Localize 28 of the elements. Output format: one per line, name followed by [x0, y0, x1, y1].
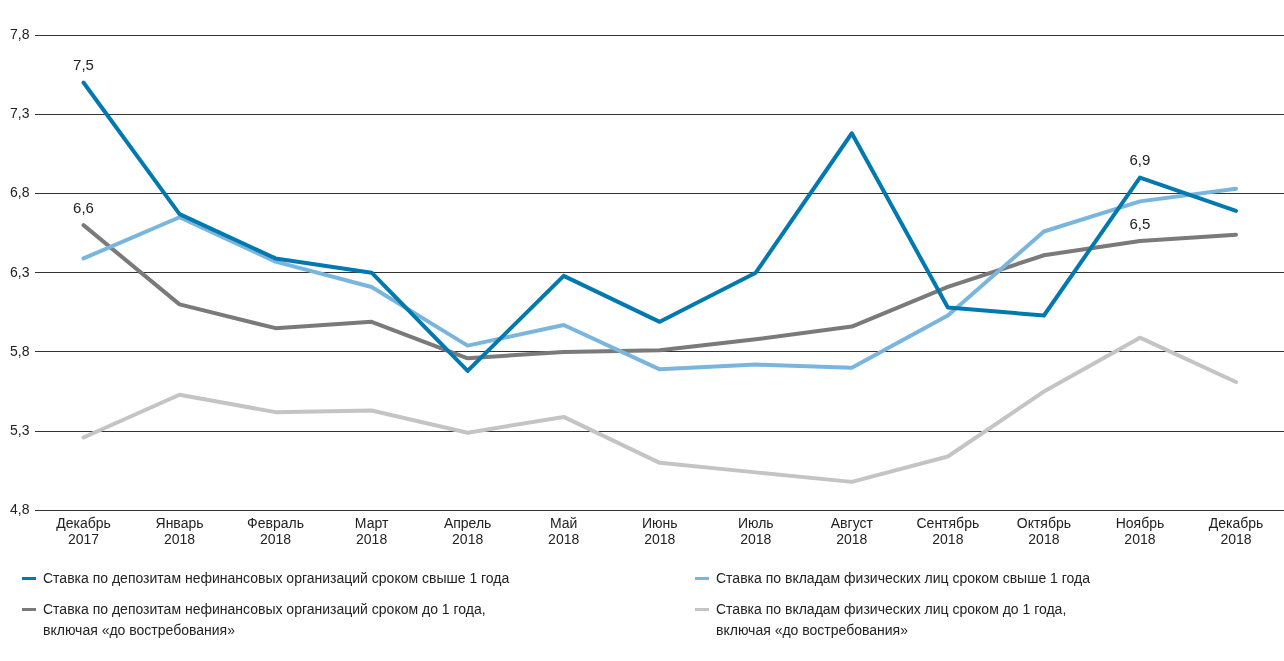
x-tick-label: Июль 2018 [737, 514, 774, 548]
data-label: 6,6 [73, 198, 94, 216]
legend-label: Ставка по вкладам физических лиц сроком свыше 1 года [716, 569, 1090, 588]
x-tick-label: Май 2018 [548, 514, 580, 548]
data-label: 7,5 [73, 56, 94, 74]
data-label: 6,9 [1129, 151, 1151, 169]
x-tick-label: Апрель 2018 [443, 514, 492, 548]
x-tick-label: Январь 2018 [155, 514, 204, 548]
x-tick-label: Август 2018 [830, 514, 874, 548]
x-tick-label: Октябрь 2018 [1016, 514, 1072, 548]
y-tick-label: 6,8 [9, 184, 30, 201]
legend-label: Ставка по депозитам нефинансовых организаций сроком до 1 года, включая «до востребования» [43, 600, 487, 640]
legend-label: Ставка по вкладам физических лиц сроком до 1 года, включая «до востребования» [716, 600, 1068, 640]
data-label: 6,5 [1129, 214, 1151, 232]
x-tick-label: Ноябрь 2018 [1115, 514, 1165, 548]
y-tick-label: 6,3 [9, 263, 30, 280]
x-tick-label: Февраль 2018 [247, 514, 305, 548]
x-tick-label: Сентябрь 2018 [916, 514, 980, 548]
x-tick-label: Март 2018 [354, 514, 389, 548]
y-tick-label: 5,8 [9, 342, 30, 359]
x-tick-label: Июнь 2018 [641, 514, 678, 548]
y-tick-label: 7,3 [9, 105, 30, 122]
y-tick-label: 7,8 [9, 25, 30, 42]
x-tick-label: Декабрь 2018 [1208, 514, 1264, 548]
legend-label: Ставка по депозитам нефинансовых организаций сроком свыше 1 года [43, 569, 510, 588]
x-tick-label: Декабрь 2017 [56, 514, 111, 548]
y-tick-label: 5,3 [9, 422, 30, 439]
y-tick-label: 4,8 [9, 501, 30, 518]
